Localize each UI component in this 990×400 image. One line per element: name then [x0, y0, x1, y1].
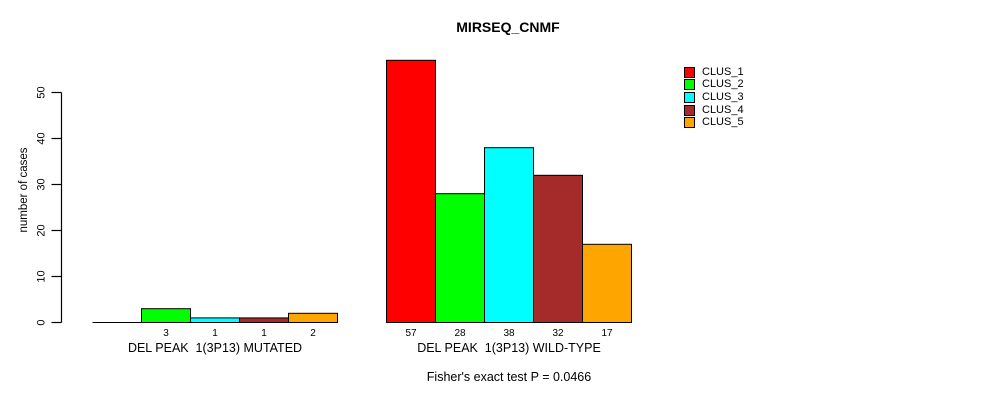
bar-clus_5-group2 — [582, 243, 632, 323]
bar-clus_2-group2 — [435, 193, 485, 323]
bar-clus_4-group2 — [533, 174, 583, 323]
x-group-label-wild-type: DEL PEAK 1(3P13) WILD-TYPE — [417, 341, 601, 355]
bar-value-label-clus_2-group1: 3 — [163, 328, 169, 339]
bar-value-label-clus_4-group1: 1 — [261, 328, 267, 339]
bar-value-label-clus_4-group2: 32 — [552, 328, 564, 339]
y-axis-tick-label: 20 — [36, 224, 48, 236]
legend-swatch-clus_3 — [684, 91, 695, 103]
legend-swatch-clus_2 — [684, 79, 695, 91]
x-group-label-mutated: DEL PEAK 1(3P13) MUTATED — [127, 341, 303, 355]
bar-value-label-clus_1-group2: 57 — [405, 328, 417, 339]
y-axis-tick-label: 10 — [36, 270, 48, 282]
legend: CLUS_1 CLUS_2 CLUS_3 CLUS_4 CLUS_5 — [684, 66, 744, 129]
legend-label-clus_4: CLUS_4 — [702, 103, 744, 116]
legend-label-clus_2: CLUS_2 — [702, 78, 744, 91]
bar-clus_5-group1 — [288, 312, 338, 323]
bar-clus_3-group1 — [190, 317, 240, 323]
bar-value-label-clus_3-group1: 1 — [212, 328, 218, 339]
legend-swatch-clus_4 — [684, 104, 695, 116]
y-axis-tick-label: 50 — [36, 86, 48, 98]
legend-row-clus_1: CLUS_1 — [684, 66, 744, 79]
bar-clus_1-group2 — [386, 59, 436, 324]
legend-row-clus_4: CLUS_4 — [684, 104, 744, 117]
legend-row-clus_3: CLUS_3 — [684, 91, 744, 104]
y-axis-title: number of cases — [18, 147, 30, 232]
bar-clus_4-group1 — [239, 317, 289, 323]
legend-row-clus_5: CLUS_5 — [684, 116, 744, 129]
bar-clus_3-group2 — [484, 147, 534, 323]
legend-row-clus_2: CLUS_2 — [684, 79, 744, 92]
legend-label-clus_5: CLUS_5 — [702, 116, 744, 129]
legend-label-clus_3: CLUS_3 — [702, 90, 744, 103]
legend-swatch-clus_1 — [684, 66, 695, 78]
bar-clus_2-group1 — [141, 308, 191, 324]
legend-swatch-clus_5 — [684, 117, 695, 129]
y-axis-tick-label: 0 — [36, 319, 48, 325]
fisher-test-annotation: Fisher's exact test P = 0.0466 — [426, 370, 592, 384]
y-axis-tick-label: 40 — [36, 132, 48, 144]
bar-value-label-clus_5-group1: 2 — [310, 328, 316, 339]
bar-value-label-clus_5-group2: 17 — [601, 328, 613, 339]
bar-value-label-clus_3-group2: 38 — [503, 328, 515, 339]
legend-label-clus_1: CLUS_1 — [702, 65, 744, 78]
chart-title: MIRSEQ_CNMF — [456, 19, 560, 35]
bar-value-label-clus_2-group2: 28 — [454, 328, 466, 339]
y-axis-tick-label: 30 — [36, 178, 48, 190]
